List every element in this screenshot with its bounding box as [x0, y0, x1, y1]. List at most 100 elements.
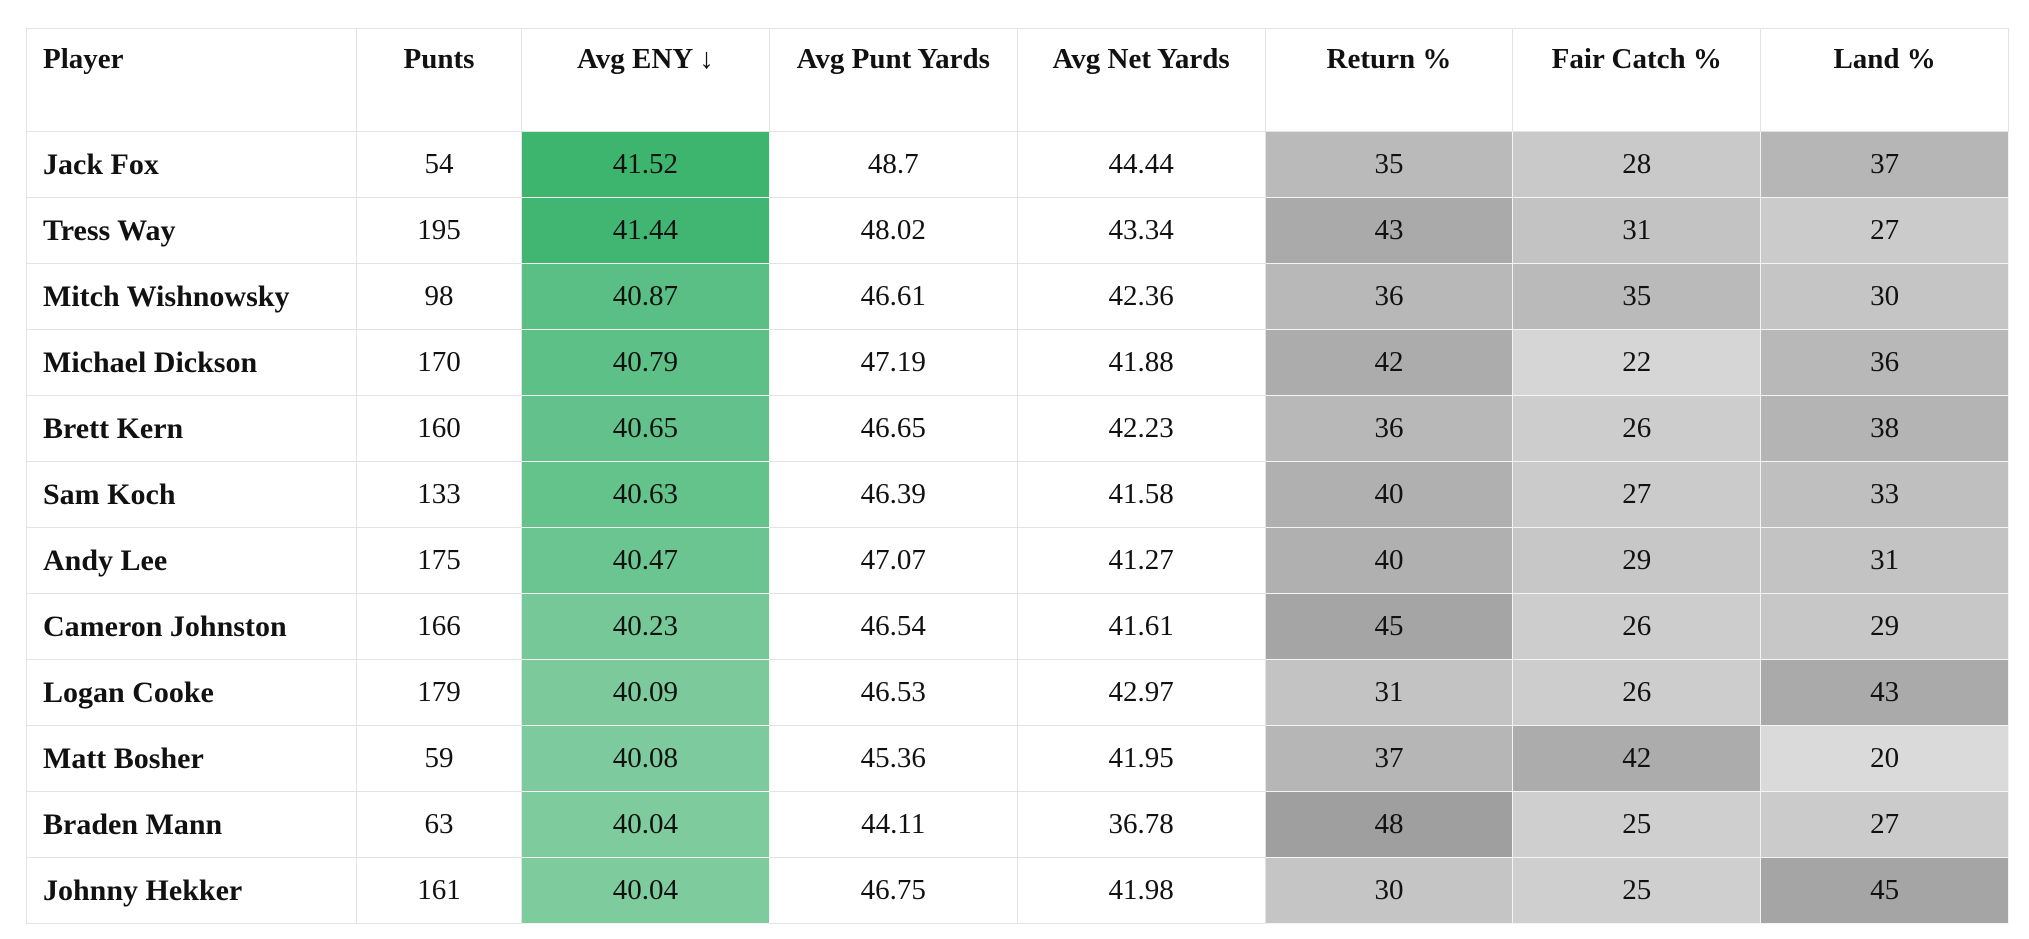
avg-punt-yards-cell: 44.11 — [768, 791, 1018, 858]
punts-cell: 160 — [356, 395, 522, 462]
land-pct-cell: 33 — [1760, 461, 2010, 528]
avg-punt-yards-cell: 46.65 — [768, 395, 1018, 462]
player-name-cell: Brett Kern — [26, 395, 357, 462]
land-pct-cell: 31 — [1760, 527, 2010, 594]
table-row: Andy Lee 175 40.47 47.07 41.27 40 29 31 — [26, 527, 2010, 594]
table-body: Jack Fox 54 41.52 48.7 44.44 35 28 37 Tress Way 1… — [26, 131, 2010, 924]
fair-catch-pct-cell: 29 — [1512, 527, 1762, 594]
avg-punt-yards-cell: 46.61 — [768, 263, 1018, 330]
avg-eny-cell: 40.47 — [521, 527, 770, 594]
player-name-cell: Logan Cooke — [26, 659, 357, 726]
avg-net-yards-cell: 43.34 — [1016, 197, 1266, 264]
avg-punt-yards-cell: 46.54 — [768, 593, 1018, 660]
punter-stats-table: Player Punts Avg ENY ↓ Avg Punt Yards Av… — [26, 28, 2010, 924]
fair-catch-pct-cell: 31 — [1512, 197, 1762, 264]
punter-stats-table-container: Player Punts Avg ENY ↓ Avg Punt Yards Av… — [26, 28, 2010, 924]
player-name-cell: Johnny Hekker — [26, 857, 357, 924]
return-pct-cell: 35 — [1264, 131, 1514, 198]
land-pct-cell: 30 — [1760, 263, 2010, 330]
column-header-land-pct[interactable]: Land % — [1760, 28, 2010, 132]
avg-eny-cell: 41.52 — [521, 131, 770, 198]
column-header-player[interactable]: Player — [26, 28, 357, 132]
avg-net-yards-cell: 41.27 — [1016, 527, 1266, 594]
column-header-fair-catch-pct[interactable]: Fair Catch % — [1512, 28, 1762, 132]
punts-cell: 166 — [356, 593, 522, 660]
avg-net-yards-cell: 36.78 — [1016, 791, 1266, 858]
table-row: Braden Mann 63 40.04 44.11 36.78 48 25 27 — [26, 791, 2010, 858]
punts-cell: 59 — [356, 725, 522, 792]
table-row: Mitch Wishnowsky 98 40.87 46.61 42.36 36 35 30 — [26, 263, 2010, 330]
column-header-avg-net-yards[interactable]: Avg Net Yards — [1016, 28, 1266, 132]
avg-punt-yards-cell: 48.7 — [768, 131, 1018, 198]
avg-net-yards-cell: 41.95 — [1016, 725, 1266, 792]
return-pct-cell: 36 — [1264, 263, 1514, 330]
avg-net-yards-cell: 44.44 — [1016, 131, 1266, 198]
header-row: Player Punts Avg ENY ↓ Avg Punt Yards Av… — [26, 28, 2010, 132]
avg-eny-cell: 40.87 — [521, 263, 770, 330]
avg-net-yards-cell: 41.58 — [1016, 461, 1266, 528]
land-pct-cell: 36 — [1760, 329, 2010, 396]
avg-punt-yards-cell: 46.53 — [768, 659, 1018, 726]
return-pct-cell: 43 — [1264, 197, 1514, 264]
fair-catch-pct-cell: 28 — [1512, 131, 1762, 198]
player-name-cell: Cameron Johnston — [26, 593, 357, 660]
avg-net-yards-cell: 41.88 — [1016, 329, 1266, 396]
table-row: Johnny Hekker 161 40.04 46.75 41.98 30 25 45 — [26, 857, 2010, 924]
return-pct-cell: 37 — [1264, 725, 1514, 792]
punts-cell: 179 — [356, 659, 522, 726]
avg-net-yards-cell: 41.98 — [1016, 857, 1266, 924]
avg-eny-cell: 40.04 — [521, 857, 770, 924]
player-name-cell: Michael Dickson — [26, 329, 357, 396]
player-name-cell: Andy Lee — [26, 527, 357, 594]
return-pct-cell: 40 — [1264, 527, 1514, 594]
avg-punt-yards-cell: 45.36 — [768, 725, 1018, 792]
fair-catch-pct-cell: 22 — [1512, 329, 1762, 396]
column-header-punts[interactable]: Punts — [356, 28, 522, 132]
table-row: Logan Cooke 179 40.09 46.53 42.97 31 26 43 — [26, 659, 2010, 726]
player-name-cell: Mitch Wishnowsky — [26, 263, 357, 330]
table-row: Brett Kern 160 40.65 46.65 42.23 36 26 38 — [26, 395, 2010, 462]
avg-eny-cell: 40.63 — [521, 461, 770, 528]
player-name-cell: Braden Mann — [26, 791, 357, 858]
table-row: Matt Bosher 59 40.08 45.36 41.95 37 42 20 — [26, 725, 2010, 792]
punts-cell: 161 — [356, 857, 522, 924]
fair-catch-pct-cell: 27 — [1512, 461, 1762, 528]
return-pct-cell: 48 — [1264, 791, 1514, 858]
player-name-cell: Jack Fox — [26, 131, 357, 198]
table-row: Sam Koch 133 40.63 46.39 41.58 40 27 33 — [26, 461, 2010, 528]
table-row: Michael Dickson 170 40.79 47.19 41.88 42 22 36 — [26, 329, 2010, 396]
column-header-avg-eny[interactable]: Avg ENY ↓ — [521, 28, 770, 132]
avg-punt-yards-cell: 48.02 — [768, 197, 1018, 264]
land-pct-cell: 45 — [1760, 857, 2010, 924]
avg-eny-cell: 40.09 — [521, 659, 770, 726]
column-header-avg-punt-yards[interactable]: Avg Punt Yards — [768, 28, 1018, 132]
punts-cell: 175 — [356, 527, 522, 594]
land-pct-cell: 43 — [1760, 659, 2010, 726]
land-pct-cell: 38 — [1760, 395, 2010, 462]
land-pct-cell: 27 — [1760, 197, 2010, 264]
fair-catch-pct-cell: 42 — [1512, 725, 1762, 792]
player-name-cell: Matt Bosher — [26, 725, 357, 792]
table-row: Cameron Johnston 166 40.23 46.54 41.61 45 26 29 — [26, 593, 2010, 660]
return-pct-cell: 31 — [1264, 659, 1514, 726]
avg-net-yards-cell: 42.97 — [1016, 659, 1266, 726]
fair-catch-pct-cell: 25 — [1512, 791, 1762, 858]
table-row: Jack Fox 54 41.52 48.7 44.44 35 28 37 — [26, 131, 2010, 198]
avg-eny-cell: 40.65 — [521, 395, 770, 462]
punts-cell: 170 — [356, 329, 522, 396]
land-pct-cell: 20 — [1760, 725, 2010, 792]
player-name-cell: Sam Koch — [26, 461, 357, 528]
avg-eny-cell: 40.04 — [521, 791, 770, 858]
avg-punt-yards-cell: 46.39 — [768, 461, 1018, 528]
punts-cell: 133 — [356, 461, 522, 528]
avg-net-yards-cell: 42.36 — [1016, 263, 1266, 330]
land-pct-cell: 29 — [1760, 593, 2010, 660]
table-row: Tress Way 195 41.44 48.02 43.34 43 31 27 — [26, 197, 2010, 264]
column-header-return-pct[interactable]: Return % — [1264, 28, 1514, 132]
fair-catch-pct-cell: 25 — [1512, 857, 1762, 924]
player-name-cell: Tress Way — [26, 197, 357, 264]
avg-net-yards-cell: 42.23 — [1016, 395, 1266, 462]
fair-catch-pct-cell: 26 — [1512, 659, 1762, 726]
avg-eny-cell: 40.23 — [521, 593, 770, 660]
avg-punt-yards-cell: 47.19 — [768, 329, 1018, 396]
